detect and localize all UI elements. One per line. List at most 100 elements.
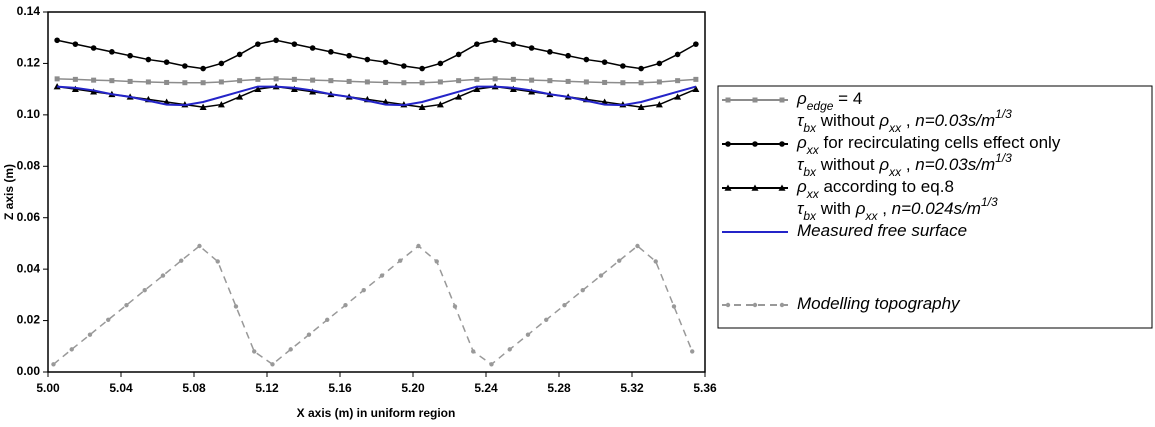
legend-text: according to eq.8 (819, 177, 954, 196)
series-line (53, 245, 693, 366)
marker (653, 259, 658, 264)
marker (655, 101, 663, 108)
marker (343, 302, 348, 308)
marker (218, 79, 224, 85)
marker (507, 347, 512, 352)
marker (752, 97, 758, 103)
marker (492, 37, 498, 44)
x-tick-label: 5.20 (401, 381, 425, 395)
marker (237, 78, 243, 84)
marker (434, 259, 439, 264)
marker (638, 65, 644, 72)
marker (752, 302, 758, 308)
marker (437, 79, 443, 85)
marker (182, 63, 188, 69)
legend-text: without (816, 111, 879, 130)
marker (455, 51, 462, 58)
legend-text: ρ (796, 133, 807, 152)
x-axis-label: X axis (m) in uniform region (297, 406, 456, 420)
marker (53, 83, 61, 90)
marker (751, 184, 759, 191)
marker (620, 63, 626, 69)
legend-text: 1/3 (981, 195, 998, 209)
series-line (57, 85, 697, 108)
legend-text: xx (888, 121, 902, 135)
marker (416, 243, 421, 249)
x-tick-label: 5.32 (620, 381, 644, 395)
series-line (56, 39, 697, 70)
marker (452, 304, 458, 309)
marker (163, 59, 170, 65)
marker (200, 80, 206, 86)
marker (779, 97, 785, 103)
y-tick-label: 0.00 (17, 364, 41, 378)
legend-text: bx (803, 209, 817, 223)
marker (182, 80, 188, 86)
marker (598, 273, 604, 278)
marker (54, 76, 60, 82)
x-tick-label: 5.08 (182, 381, 206, 395)
marker (471, 349, 476, 354)
legend-box (717, 85, 1153, 329)
marker (656, 60, 663, 67)
marker (90, 45, 97, 51)
marker (419, 65, 425, 72)
legend-text: 1/3 (995, 151, 1012, 165)
marker (692, 85, 700, 92)
marker (474, 76, 480, 82)
marker (779, 302, 785, 308)
marker (160, 273, 166, 278)
marker (379, 273, 385, 278)
marker (109, 78, 115, 84)
legend-text: τ (797, 111, 805, 130)
marker (455, 93, 463, 100)
marker (254, 85, 262, 92)
marker (474, 41, 480, 47)
legend-text: n=0.03s/m (915, 155, 995, 174)
marker (291, 76, 297, 82)
marker (547, 78, 553, 84)
marker (51, 362, 56, 367)
plot-area (47, 11, 706, 373)
legend-text: bx (803, 165, 817, 179)
marker (364, 56, 371, 63)
marker (310, 77, 316, 83)
marker (72, 76, 78, 82)
marker (656, 79, 662, 85)
legend-label: Measured free surface (797, 221, 967, 240)
marker (273, 76, 279, 82)
legend-text: xx (888, 165, 902, 179)
marker (325, 317, 330, 322)
marker (562, 302, 567, 308)
marker (635, 243, 640, 249)
x-tick-label: 5.00 (36, 381, 60, 395)
marker (547, 49, 553, 55)
marker (127, 78, 133, 84)
marker (693, 41, 699, 47)
legend-text: 1/3 (995, 107, 1012, 121)
marker (620, 80, 626, 86)
y-tick-label: 0.14 (17, 4, 41, 18)
marker (142, 288, 147, 293)
marker (492, 76, 498, 82)
x-tick-label: 5.28 (547, 381, 571, 395)
marker (288, 347, 293, 352)
marker (306, 332, 312, 337)
legend-label: ρedge = 4 (796, 89, 862, 113)
marker (291, 41, 298, 47)
marker (382, 59, 389, 65)
marker (200, 65, 206, 72)
x-tick-label: 5.04 (109, 381, 133, 395)
y-tick-label: 0.04 (17, 261, 41, 275)
legend-text: ρ (878, 111, 889, 130)
marker (528, 45, 535, 51)
marker (401, 80, 407, 86)
marker (91, 77, 97, 83)
marker (693, 76, 699, 82)
marker (583, 79, 589, 85)
marker (87, 332, 93, 337)
marker (383, 79, 389, 85)
marker (725, 141, 731, 147)
marker (252, 349, 257, 354)
legend-text: xx (806, 187, 820, 201)
